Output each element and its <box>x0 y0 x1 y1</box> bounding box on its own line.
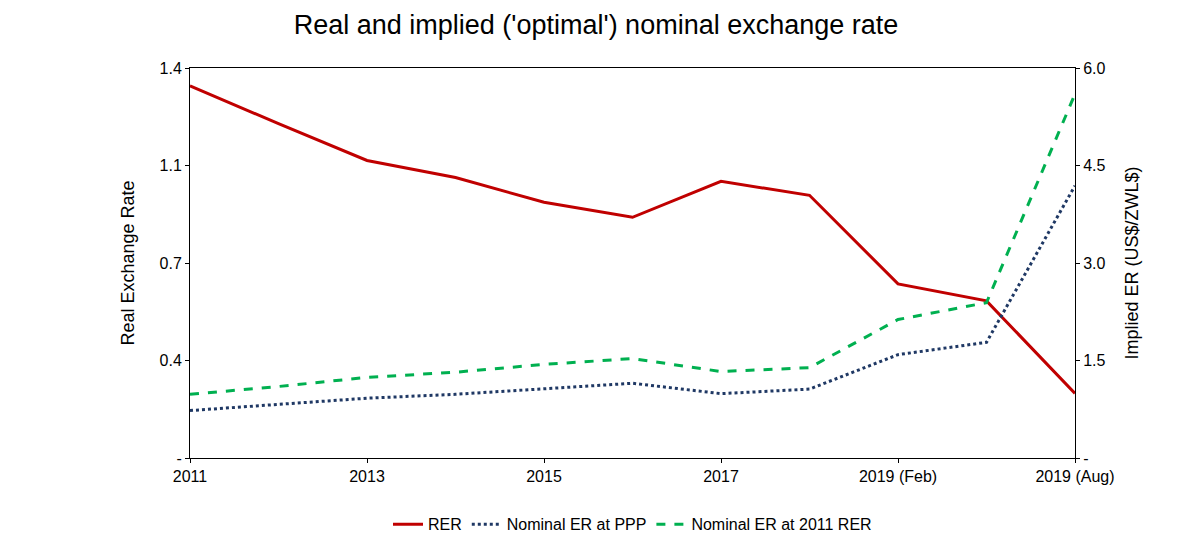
svg-text:Nominal ER at 2011 RER: Nominal ER at 2011 RER <box>691 516 871 533</box>
svg-text:1.5: 1.5 <box>1083 352 1105 369</box>
svg-text:1.4: 1.4 <box>160 60 182 77</box>
svg-text:2019 (Feb): 2019 (Feb) <box>859 468 937 485</box>
svg-text:6.0: 6.0 <box>1083 60 1105 77</box>
svg-text:3.0: 3.0 <box>1083 255 1105 272</box>
svg-text:2019 (Aug): 2019 (Aug) <box>1035 468 1114 485</box>
svg-text:Nominal ER at PPP: Nominal ER at PPP <box>507 516 647 533</box>
svg-text:2015: 2015 <box>526 468 562 485</box>
svg-text:-: - <box>1083 450 1088 467</box>
svg-text:1.1: 1.1 <box>160 157 182 174</box>
svg-text:0.7: 0.7 <box>160 255 182 272</box>
svg-text:2013: 2013 <box>349 468 385 485</box>
svg-text:-: - <box>176 450 181 467</box>
svg-text:0.4: 0.4 <box>160 352 182 369</box>
svg-text:Real Exchange Rate: Real Exchange Rate <box>118 180 138 345</box>
svg-text:2017: 2017 <box>703 468 739 485</box>
svg-text:4.5: 4.5 <box>1083 157 1105 174</box>
svg-text:2011: 2011 <box>173 468 208 485</box>
svg-text:Real and implied ('optimal') n: Real and implied ('optimal') nominal exc… <box>294 10 899 40</box>
svg-text:Implied ER (US$/ZWL$): Implied ER (US$/ZWL$) <box>1122 166 1142 359</box>
svg-text:RER: RER <box>428 516 462 533</box>
